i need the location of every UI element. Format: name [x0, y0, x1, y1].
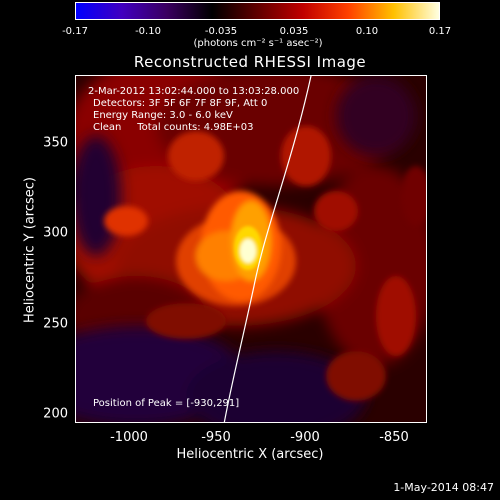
colorbar-tick-label: 0.035 [279, 26, 309, 37]
colorbar-tick-label: 0.10 [355, 26, 379, 37]
y-tick-label: 250 [43, 316, 68, 332]
y-axis-label: Heliocentric Y (arcsec) [22, 177, 38, 323]
timestamp: 1-May-2014 08:47 [393, 481, 494, 494]
solar-limb-line [223, 76, 312, 422]
detectors-label: Detectors: 3F 5F 6F 7F 8F 9F, Att 0 [93, 98, 268, 109]
energy-range-label: Energy Range: 3.0 - 6.0 keV [93, 110, 233, 121]
colorbar-unit-label: (photons cm⁻² s⁻¹ asec⁻²) [193, 38, 323, 49]
clean-counts-label: Clean Total counts: 4.98E+03 [93, 122, 254, 133]
colorbar-tick-label: 0.17 [428, 26, 452, 37]
x-tick-label: -950 [201, 430, 231, 445]
y-tick-label: 200 [43, 406, 68, 422]
colorbar-tick-label: -0.17 [62, 26, 88, 37]
colorbar [75, 2, 440, 20]
colorbar-tick-label: -0.10 [135, 26, 161, 37]
x-axis-label: Heliocentric X (arcsec) [176, 447, 324, 462]
rhessi-image-canvas [76, 76, 426, 422]
x-tick-label: -850 [379, 430, 409, 445]
negative-region [76, 76, 416, 422]
x-tick-label: -1000 [110, 430, 148, 445]
y-tick-label: 300 [43, 225, 68, 241]
rhessi-image-plot: 2-Mar-2012 13:02:44.000 to 13:03:28.000 … [75, 75, 427, 423]
emission-blobs [104, 126, 426, 401]
time-range-label: 2-Mar-2012 13:02:44.000 to 13:03:28.000 [88, 86, 300, 97]
colorbar-tick-label: -0.035 [204, 26, 238, 37]
x-tick-label: -900 [290, 430, 320, 445]
image-title: Reconstructed RHESSI Image [133, 53, 367, 71]
peak-position-label: Position of Peak = [-930,291] [93, 398, 240, 409]
y-tick-label: 350 [43, 135, 68, 151]
flare-peak [234, 226, 262, 270]
